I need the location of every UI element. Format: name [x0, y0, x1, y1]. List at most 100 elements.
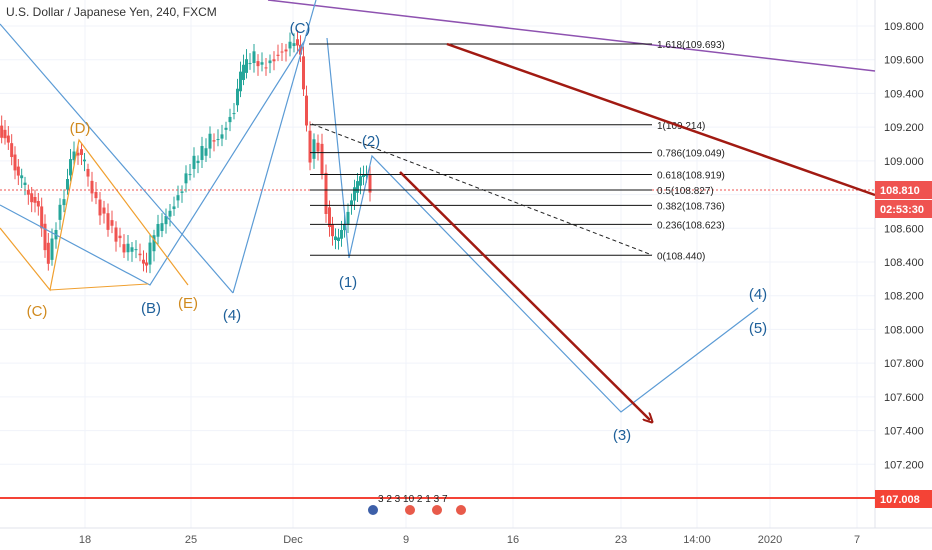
candle-body: [239, 71, 242, 92]
time-tick-label: 25: [185, 534, 197, 546]
candle-body: [248, 63, 252, 65]
price-tick-label: 108.200: [884, 291, 924, 303]
red-trend-arrow-long[interactable]: [446, 42, 876, 197]
candle-body: [148, 242, 152, 265]
candle-body: [284, 49, 288, 52]
price-tick-label: 107.400: [884, 426, 924, 438]
candle-body: [172, 206, 176, 210]
candle-body: [299, 44, 302, 55]
flag-icon-jp-3[interactable]: [456, 505, 466, 515]
blue-channel-upper[interactable]: [0, 23, 234, 294]
candle-body: [30, 193, 34, 203]
flag-icon-jp-2[interactable]: [432, 505, 442, 515]
price-axis[interactable]: 109.800109.600109.400109.200109.000108.8…: [884, 21, 924, 505]
blue-wave-path[interactable]: [232, 0, 317, 294]
wave-label-blue: (4): [223, 307, 241, 324]
candle-body: [256, 61, 260, 67]
orange-wave-path[interactable]: [0, 138, 189, 292]
candle-body: [316, 142, 320, 152]
fib-dashed-trend[interactable]: [311, 123, 653, 256]
time-tick-label: 18: [79, 534, 91, 546]
price-tick-label: 109.200: [884, 122, 924, 134]
orange-wave-lower[interactable]: [49, 283, 149, 291]
candle-body: [160, 223, 164, 232]
candle-body: [196, 160, 200, 164]
candle-body: [66, 179, 69, 190]
candle-body: [184, 173, 188, 184]
candle-body: [365, 174, 368, 176]
event-markers[interactable]: 3 2 3 10 2 1 3 7: [368, 494, 466, 515]
candle-body: [324, 172, 328, 214]
candle-body: [292, 43, 296, 46]
flag-icon-us[interactable]: [368, 505, 378, 515]
candle-body: [102, 207, 106, 214]
candle-body: [245, 59, 248, 73]
flag-icon-jp-1[interactable]: [405, 505, 415, 515]
svg-text:108.810: 108.810: [880, 185, 920, 197]
time-tick-label: 7: [854, 534, 860, 546]
candle-body: [276, 54, 280, 56]
candle-body: [72, 151, 76, 161]
fibonacci-retracement[interactable]: 1.618(109.693)1(109.214)0.786(109.049)0.…: [309, 40, 725, 262]
purple-trend-line[interactable]: [267, 0, 876, 72]
candle-body: [58, 204, 62, 220]
wave-label-orange: (C): [27, 303, 48, 320]
candle-body: [33, 196, 37, 203]
candle-body: [145, 262, 148, 266]
wave-label-blue: (5): [749, 320, 767, 337]
candle-body: [320, 143, 324, 175]
candle-body: [164, 215, 168, 225]
candle-body: [50, 238, 54, 260]
candle-body: [192, 155, 196, 169]
candle-body: [122, 244, 126, 253]
candle-body: [40, 206, 44, 229]
countdown-tag: 02:53:30: [875, 200, 932, 218]
candle-body: [10, 143, 14, 158]
time-tick-label: 16: [507, 534, 519, 546]
candle-body: [76, 152, 80, 156]
candle-body: [176, 195, 180, 201]
svg-text:02:53:30: 02:53:30: [880, 204, 924, 216]
price-tick-label: 107.600: [884, 392, 924, 404]
time-axis[interactable]: 18 25 Dec 9 16 23 14:00 2020 7: [79, 534, 860, 546]
candle-body: [46, 242, 50, 264]
candle-body: [216, 139, 220, 141]
price-tick-label: 109.000: [884, 156, 924, 168]
candle-body: [343, 224, 346, 231]
candle-body: [288, 41, 292, 49]
candle-body: [280, 51, 284, 53]
candle-body: [208, 133, 212, 149]
candle-body: [272, 59, 276, 62]
blue-wave-c-to-1[interactable]: [326, 37, 759, 413]
time-tick-label: Dec: [283, 534, 303, 546]
candle-body: [62, 199, 66, 206]
fib-level-label: 0.786(109.049): [657, 149, 725, 160]
time-tick-label: 9: [403, 534, 409, 546]
candle-body: [353, 187, 356, 201]
price-tick-label: 107.800: [884, 358, 924, 370]
time-tick-label: 14:00: [683, 534, 711, 546]
candle-body: [220, 134, 224, 139]
candle-body: [83, 159, 86, 162]
blue-channel-lower[interactable]: [0, 39, 306, 286]
wave-label-blue: (2): [362, 133, 380, 150]
candle-body: [346, 211, 350, 225]
price-tick-label: 107.200: [884, 459, 924, 471]
candle-body: [305, 95, 308, 126]
price-tick-label: 109.400: [884, 88, 924, 100]
candle-body: [142, 259, 145, 264]
wave-label-orange: (E): [178, 295, 198, 312]
candle-body: [302, 56, 305, 90]
candle-body: [86, 168, 90, 177]
fib-level-label: 0.5(108.827): [657, 186, 714, 197]
price-tick-label: 108.000: [884, 324, 924, 336]
red-projection-arrow[interactable]: [399, 171, 650, 420]
price-tick-label: 109.800: [884, 21, 924, 33]
candle-body: [204, 148, 208, 156]
candle-body: [180, 191, 184, 193]
fib-level-label: 0.382(108.736): [657, 201, 725, 212]
candle-body: [268, 60, 272, 64]
fib-level-label: 0(108.440): [657, 251, 705, 262]
candle-body: [13, 154, 17, 171]
